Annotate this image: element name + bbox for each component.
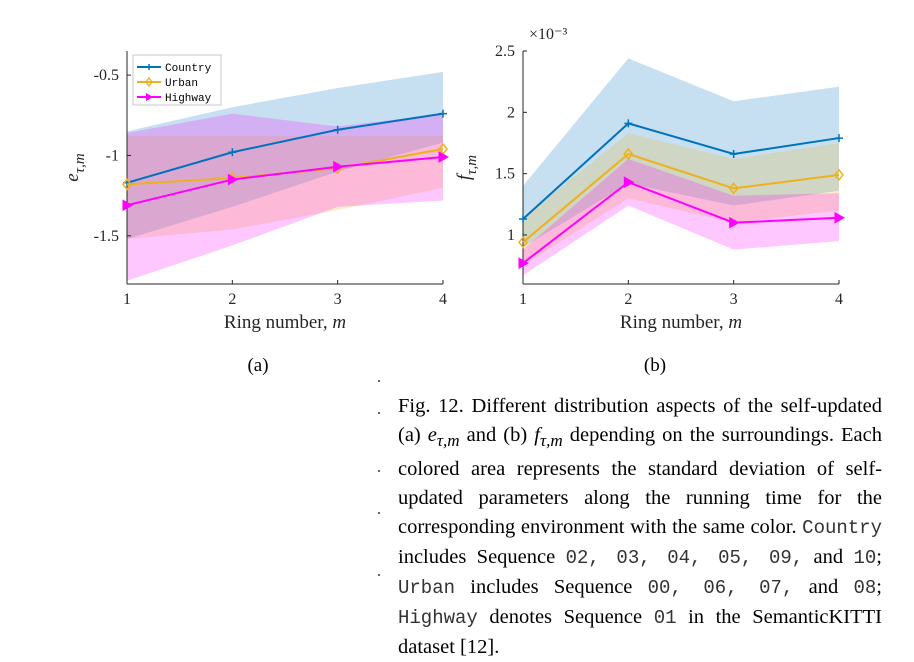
figure-caption: Fig. 12. Different distribution aspects … (398, 395, 882, 659)
x-tick-label: 1 (123, 291, 131, 308)
figure: -1.5 -1 -0.5 1 2 3 4 Ring number, m eτ,m (a) Count… (62, 26, 846, 376)
margin-mark (378, 470, 380, 472)
data-point-country (333, 125, 342, 134)
data-point-highway (122, 199, 134, 212)
data-point-country (835, 134, 843, 143)
series-line-highway (522, 181, 840, 264)
x-tick-label: 2 (624, 291, 632, 308)
y-tick-label: 2.5 (495, 43, 515, 60)
legend-label: Country (165, 63, 212, 75)
x-tick-label: 2 (228, 291, 236, 308)
x-tick-label: 1 (519, 291, 527, 308)
margin-mark (378, 512, 380, 514)
data-point-urban (122, 178, 132, 191)
y-axis-label: eτ,m (62, 153, 88, 182)
series-line-urban (522, 152, 840, 244)
std-band-urban (523, 133, 839, 266)
data-point-country (519, 215, 527, 224)
legend-label: Urban (165, 78, 198, 90)
y-tick-label: -0.5 (94, 67, 119, 84)
data-point-country (228, 148, 237, 157)
std-band-country (523, 58, 839, 248)
data-point-urban (518, 236, 528, 249)
margin-mark (378, 574, 380, 576)
subfigure-label: (a) (247, 355, 268, 376)
legend-label: Highway (165, 93, 212, 105)
x-tick-label: 4 (835, 291, 843, 308)
data-point-highway (729, 216, 740, 229)
data-point-highway (518, 257, 530, 270)
data-point-highway (438, 151, 450, 163)
margin-mark (378, 412, 380, 414)
margin-mark (378, 380, 380, 382)
data-point-urban (728, 182, 739, 195)
data-point-urban (834, 168, 844, 182)
data-point-highway (834, 211, 846, 224)
series-line-highway (126, 156, 444, 207)
legend-marker (145, 76, 153, 88)
std-band-country (127, 71, 443, 240)
y-tick-label: -1 (106, 147, 119, 164)
chart-panel-b: 1 1.5 2 2.5 1 2 3 4 ×10⁻³ Ring number, m fτ,m (b) (454, 26, 846, 376)
chart-panel-a: -1.5 -1 -0.5 1 2 3 4 Ring number, m eτ,m (a) Count… (62, 51, 450, 376)
data-point-urban (623, 147, 634, 161)
y-tick-label: 2 (507, 104, 515, 121)
subfigure-label: (b) (644, 355, 666, 376)
series-line-country (522, 122, 840, 220)
x-tick-label: 3 (730, 291, 738, 308)
data-point-highway (227, 173, 239, 186)
exponent-label: ×10⁻³ (529, 26, 567, 43)
legend-marker (146, 64, 152, 70)
data-point-country (729, 150, 738, 159)
series-line-country (126, 112, 444, 184)
x-tick-label: 4 (439, 291, 447, 308)
legend-marker (146, 93, 153, 101)
std-band-highway (523, 158, 839, 276)
x-axis-label: Ring number, m (620, 312, 742, 333)
y-tick-label: -1.5 (94, 228, 119, 245)
data-point-country (624, 119, 633, 128)
std-band-highway (127, 113, 443, 281)
y-tick-label: 1.5 (495, 166, 515, 183)
y-tick-label: 1 (507, 227, 515, 244)
data-point-country (439, 109, 447, 118)
x-tick-label: 3 (334, 291, 342, 308)
std-band-urban (127, 136, 443, 240)
data-point-highway (333, 160, 344, 173)
data-point-highway (623, 176, 635, 189)
y-axis-label: fτ,m (454, 155, 480, 180)
x-axis-label: Ring number, m (224, 312, 346, 333)
